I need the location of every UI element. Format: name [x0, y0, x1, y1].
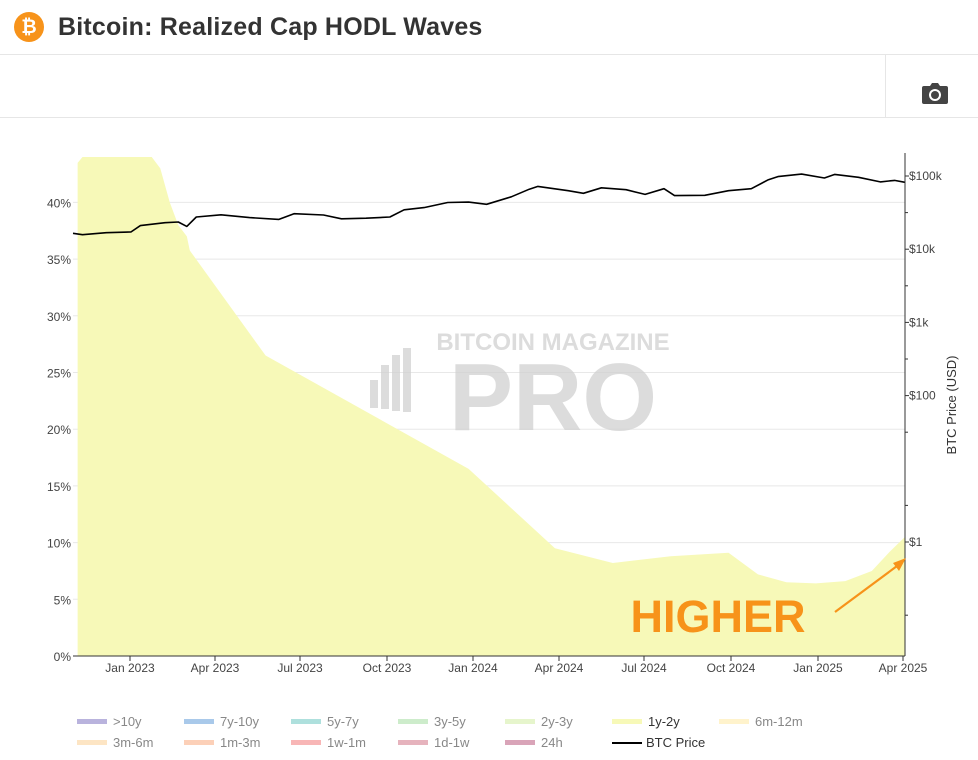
- y-left-tick-label: 5%: [54, 593, 72, 607]
- chart-toolbar: [0, 55, 978, 118]
- x-tick-label: Apr 2025: [879, 661, 928, 675]
- y-left-tick-label: 0%: [54, 650, 72, 664]
- legend-swatch: [505, 719, 535, 724]
- legend-swatch: [398, 740, 428, 745]
- legend-label: >10y: [113, 714, 142, 729]
- legend-line-swatch: [612, 741, 642, 744]
- hodl-waves-chart: 0% 5% 10% 15% 20% 25% 30% 35% 40% BITCOIN MAGAZIN…: [47, 153, 959, 675]
- legend-swatch: [505, 740, 535, 745]
- legend-label: 7y-10y: [220, 714, 260, 729]
- x-tick-label: Oct 2024: [707, 661, 756, 675]
- legend-label: BTC Price: [646, 735, 706, 750]
- x-tick-label: Oct 2023: [363, 661, 412, 675]
- x-tick-label: Apr 2023: [191, 661, 240, 675]
- legend-swatch: [719, 719, 749, 724]
- y-right-tick-label: $1k: [909, 315, 929, 329]
- y-left-tick-label: 15%: [47, 480, 71, 494]
- x-tick-label: Jan 2024: [448, 661, 498, 675]
- annotation-arrow-line: [834, 565, 898, 613]
- y-right-tick-label: $1: [909, 535, 923, 549]
- watermark-bar: [381, 365, 389, 409]
- legend-label: 24h: [541, 735, 563, 750]
- legend-label: 3m-6m: [113, 735, 154, 750]
- legend-swatch: [291, 719, 321, 724]
- y-left-tick-label: 10%: [47, 537, 71, 551]
- legend-swatch: [77, 719, 107, 724]
- camera-icon[interactable]: [921, 82, 949, 106]
- legend-swatch: [184, 740, 214, 745]
- y-right-tick-label: $10k: [909, 242, 936, 256]
- bitcoin-logo-icon: ₿: [14, 12, 44, 42]
- page-title: Bitcoin: Realized Cap HODL Waves: [58, 12, 483, 41]
- annotation-arrow-head: [893, 558, 906, 571]
- x-tick-label: Jan 2023: [105, 661, 155, 675]
- watermark-bar: [403, 348, 411, 412]
- legend-swatch: [291, 740, 321, 745]
- legend-item[interactable]: 2y-3y: [505, 714, 573, 729]
- page-header: ₿ Bitcoin: Realized Cap HODL Waves: [0, 0, 978, 55]
- legend-label: 1y-2y: [648, 714, 680, 729]
- y-right-tick-label: $100: [909, 389, 936, 403]
- legend-swatch: [612, 719, 642, 724]
- watermark-bar: [370, 380, 378, 408]
- legend-item[interactable]: 1d-1w: [398, 735, 469, 750]
- legend-item[interactable]: 6m-12m: [719, 714, 803, 729]
- watermark-text: BITCOIN MAGAZINE: [436, 329, 669, 356]
- y-right-tick-label: $100k: [909, 169, 943, 183]
- legend-swatch: [398, 719, 428, 724]
- x-tick-label: Jan 2025: [793, 661, 843, 675]
- watermark-pro-text: PRO: [449, 344, 657, 451]
- y-left-tick-label: 40%: [47, 196, 71, 210]
- legend-label: 5y-7y: [327, 714, 359, 729]
- toolbar-divider: [885, 55, 886, 117]
- y-left-tick-label: 20%: [47, 423, 71, 437]
- x-tick-label: Jul 2024: [621, 661, 667, 675]
- legend-swatch: [77, 740, 107, 745]
- legend-label: 3y-5y: [434, 714, 466, 729]
- series-area-1y-2y-upper: [77, 157, 905, 656]
- y-right-axis-label: BTC Price (USD): [944, 356, 959, 455]
- legend-label: 1m-3m: [220, 735, 261, 750]
- legend-label: 1w-1m: [327, 735, 367, 750]
- legend-item[interactable]: 5y-7y: [291, 714, 359, 729]
- legend-item[interactable]: 1w-1m: [291, 735, 366, 750]
- legend-item[interactable]: 3m-6m: [77, 735, 153, 750]
- legend-item[interactable]: >10y: [77, 714, 142, 729]
- x-tick-label: Jul 2023: [277, 661, 323, 675]
- series-line-btc-price: [72, 173, 906, 236]
- legend-item[interactable]: 24h: [505, 735, 563, 750]
- y-left-tick-label: 25%: [47, 367, 71, 381]
- x-tick-label: Apr 2024: [535, 661, 584, 675]
- legend-item[interactable]: 7y-10y: [184, 714, 259, 729]
- annotation-higher-text: HIGHER: [630, 591, 805, 642]
- legend-item[interactable]: BTC Price: [612, 735, 705, 750]
- legend-item[interactable]: 1y-2y: [612, 714, 680, 729]
- legend-label: 2y-3y: [541, 714, 573, 729]
- y-left-tick-label: 35%: [47, 253, 71, 267]
- legend-item[interactable]: 3y-5y: [398, 714, 466, 729]
- legend-label: 1d-1w: [434, 735, 470, 750]
- legend-item[interactable]: 1m-3m: [184, 735, 260, 750]
- y-left-tick-label: 30%: [47, 310, 71, 324]
- legend-swatch: [184, 719, 214, 724]
- watermark-bar: [392, 355, 400, 411]
- legend-label: 6m-12m: [755, 714, 803, 729]
